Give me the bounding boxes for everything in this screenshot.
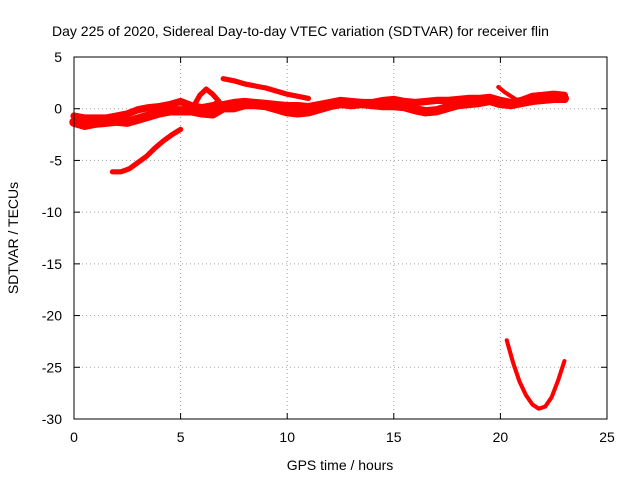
y-tick-label: -5 (50, 152, 63, 168)
chart-title: Day 225 of 2020, Sidereal Day-to-day VTE… (52, 23, 549, 39)
y-tick-label: -25 (42, 359, 62, 375)
series-rising-arc-2-5h (109, 126, 184, 175)
y-tick-label: 0 (54, 101, 62, 117)
grid (74, 57, 607, 419)
plot-area: 0 5 10 15 20 25 5 0 -5 -10 -15 -20 -25 -30 (42, 49, 615, 445)
y-tick-label: 5 (54, 49, 62, 65)
series-low-arc-20-23h (504, 338, 567, 411)
y-tick-label: -20 (42, 308, 62, 324)
series-main-band (69, 93, 570, 130)
plot-border (73, 56, 608, 420)
y-axis-title: SDTVAR / TECUs (5, 182, 21, 294)
series-spike-near-6h (190, 86, 222, 116)
x-tick-label: 10 (279, 429, 295, 445)
x-tick-label: 15 (386, 429, 402, 445)
axis-ticks: 0 5 10 15 20 25 5 0 -5 -10 -15 -20 -25 -30 (42, 49, 615, 445)
series-short-arc-near-20h (496, 84, 520, 103)
y-tick-label: -15 (42, 256, 62, 272)
y-tick-label: -30 (42, 411, 62, 427)
series-descending-arc-7-11h (220, 76, 312, 101)
x-tick-label: 25 (599, 429, 615, 445)
x-axis-title: GPS time / hours (287, 457, 394, 473)
x-tick-label: 0 (70, 429, 78, 445)
series-upper-band (70, 90, 568, 122)
data-series (69, 76, 570, 411)
y-tick-label: -10 (42, 204, 62, 220)
x-tick-label: 5 (177, 429, 185, 445)
x-tick-label: 20 (493, 429, 509, 445)
